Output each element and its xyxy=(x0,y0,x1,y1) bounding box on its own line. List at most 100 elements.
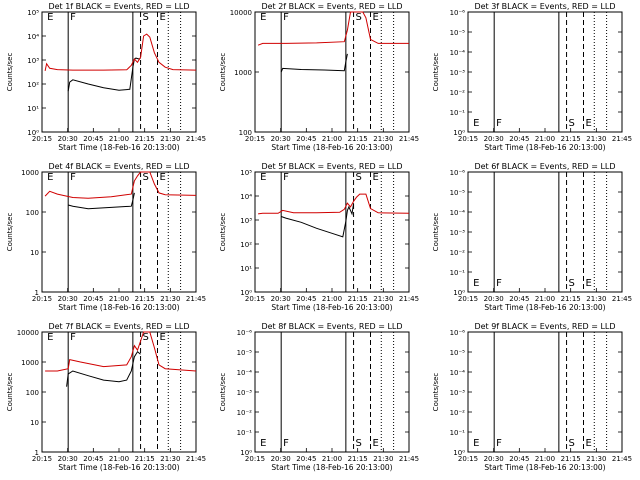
y-tick-label: 10⁻⁶ xyxy=(450,169,466,177)
plot-frame xyxy=(467,331,623,453)
y-tick-label: 10⁻² xyxy=(237,409,253,417)
plot-frame xyxy=(254,11,410,133)
x-tick-label: 20:45 xyxy=(296,135,316,143)
x-tick-label: 21:00 xyxy=(109,135,129,143)
x-axis-label: Start Time (18-Feb-16 20:13:00) xyxy=(484,303,605,312)
marker-label: S xyxy=(143,332,149,343)
x-axis-label: Start Time (18-Feb-16 20:13:00) xyxy=(484,463,605,472)
x-tick-label: 21:00 xyxy=(535,455,555,463)
x-axis-label: Start Time (18-Feb-16 20:13:00) xyxy=(484,143,605,152)
x-tick-label: 20:45 xyxy=(83,295,103,303)
x-tick-label: 21:30 xyxy=(586,295,606,303)
marker-label: E xyxy=(260,12,266,23)
marker-label: S xyxy=(569,438,575,449)
y-tick-label: 10⁻³ xyxy=(450,69,466,77)
x-tick-label: 20:45 xyxy=(509,295,529,303)
x-tick-label: 21:45 xyxy=(186,455,206,463)
x-tick-label: 21:30 xyxy=(160,135,180,143)
y-tick-label: 10000 xyxy=(17,329,39,337)
y-tick-label: 10⁻⁶ xyxy=(450,329,466,337)
x-tick-label: 21:45 xyxy=(399,135,419,143)
x-tick-label: 20:45 xyxy=(83,135,103,143)
y-axis-label: Counts/sec xyxy=(219,213,227,252)
panel-title: Det 3f BLACK = Events, RED = LLD xyxy=(474,2,615,11)
marker-label: E xyxy=(47,172,53,183)
y-tick-label: 100 xyxy=(239,129,252,137)
x-tick-label: 21:45 xyxy=(612,455,632,463)
panel-title: Det 5f BLACK = Events, RED = LLD xyxy=(261,162,402,171)
x-tick-label: 20:45 xyxy=(296,295,316,303)
y-tick-label: 10⁻⁴ xyxy=(450,209,466,217)
x-tick-label: 21:15 xyxy=(348,295,368,303)
y-tick-label: 10⁻⁶ xyxy=(237,329,253,337)
y-tick-label: 10⁴ xyxy=(27,33,39,41)
x-tick-label: 21:15 xyxy=(561,455,581,463)
x-tick-label: 21:00 xyxy=(535,135,555,143)
marker-label: S xyxy=(143,12,149,23)
y-tick-label: 10⁴ xyxy=(240,193,252,201)
marker-label: F xyxy=(496,438,502,449)
x-tick-label: 21:30 xyxy=(586,135,606,143)
marker-label: S xyxy=(356,172,362,183)
marker-label: E xyxy=(586,278,592,289)
x-tick-label: 21:45 xyxy=(186,295,206,303)
series-events xyxy=(66,350,141,387)
plot-frame xyxy=(41,11,197,133)
panel-det-9: Det 9f BLACK = Events, RED = LLD 10⁰ 10⁻¹ 1… xyxy=(432,322,632,472)
y-tick-label: 10⁻⁴ xyxy=(450,369,466,377)
marker-label: E xyxy=(586,118,592,129)
y-tick-label: 1 xyxy=(35,449,39,457)
y-tick-label: 10⁻³ xyxy=(237,389,253,397)
x-axis-label: Start Time (18-Feb-16 20:13:00) xyxy=(271,463,392,472)
y-tick-label: 10⁻⁵ xyxy=(450,349,466,357)
marker-label: E xyxy=(260,172,266,183)
marker-label: E xyxy=(160,172,166,183)
y-axis-label: Counts/sec xyxy=(6,213,14,252)
x-tick-label: 21:30 xyxy=(373,455,393,463)
y-tick-label: 10⁻¹ xyxy=(450,269,466,277)
x-axis-label: Start Time (18-Feb-16 20:13:00) xyxy=(58,463,179,472)
x-tick-label: 21:00 xyxy=(109,295,129,303)
x-tick-label: 21:30 xyxy=(160,455,180,463)
series-lld xyxy=(45,331,197,372)
x-tick-label: 20:15 xyxy=(32,455,52,463)
panel-title: Det 8f BLACK = Events, RED = LLD xyxy=(261,322,402,331)
marker-label: S xyxy=(356,438,362,449)
series-events xyxy=(67,57,141,92)
marker-label: E xyxy=(373,438,379,449)
marker-label: F xyxy=(283,172,289,183)
y-axis-label: Counts/sec xyxy=(6,53,14,92)
y-tick-label: 10³ xyxy=(27,57,39,65)
marker-label: S xyxy=(356,12,362,23)
x-tick-label: 21:00 xyxy=(322,135,342,143)
y-tick-label: 10⁵ xyxy=(240,169,252,177)
panel-det-3: Det 3f BLACK = Events, RED = LLD 10⁰ 10⁻¹ 1… xyxy=(432,2,632,152)
plot-frame xyxy=(41,331,197,453)
x-tick-label: 21:15 xyxy=(135,295,155,303)
y-tick-label: 10³ xyxy=(240,217,252,225)
y-tick-label: 10⁻¹ xyxy=(237,429,253,437)
marker-label: S xyxy=(569,278,575,289)
panel-det-8: Det 8f BLACK = Events, RED = LLD 10⁰ 10⁻¹ 1… xyxy=(219,322,419,472)
x-tick-label: 21:15 xyxy=(135,135,155,143)
marker-label: F xyxy=(70,12,76,23)
y-tick-label: 10⁻¹ xyxy=(450,429,466,437)
y-tick-label: 10⁻⁶ xyxy=(450,9,466,17)
panel-title: Det 9f BLACK = Events, RED = LLD xyxy=(474,322,615,331)
y-tick-label: 1000 xyxy=(21,359,39,367)
y-tick-label: 10000 xyxy=(230,9,252,17)
x-tick-label: 20:15 xyxy=(32,295,52,303)
y-tick-label: 10⁰ xyxy=(240,289,252,297)
y-tick-label: 100 xyxy=(26,389,39,397)
x-tick-label: 20:15 xyxy=(458,135,478,143)
y-tick-label: 100 xyxy=(26,209,39,217)
marker-label: E xyxy=(586,438,592,449)
x-tick-label: 20:30 xyxy=(271,295,291,303)
x-tick-label: 21:30 xyxy=(586,455,606,463)
marker-label: F xyxy=(70,332,76,343)
x-tick-label: 21:15 xyxy=(135,455,155,463)
marker-label: E xyxy=(47,12,53,23)
x-axis-label: Start Time (18-Feb-16 20:13:00) xyxy=(271,143,392,152)
y-tick-label: 10⁻⁴ xyxy=(450,49,466,57)
